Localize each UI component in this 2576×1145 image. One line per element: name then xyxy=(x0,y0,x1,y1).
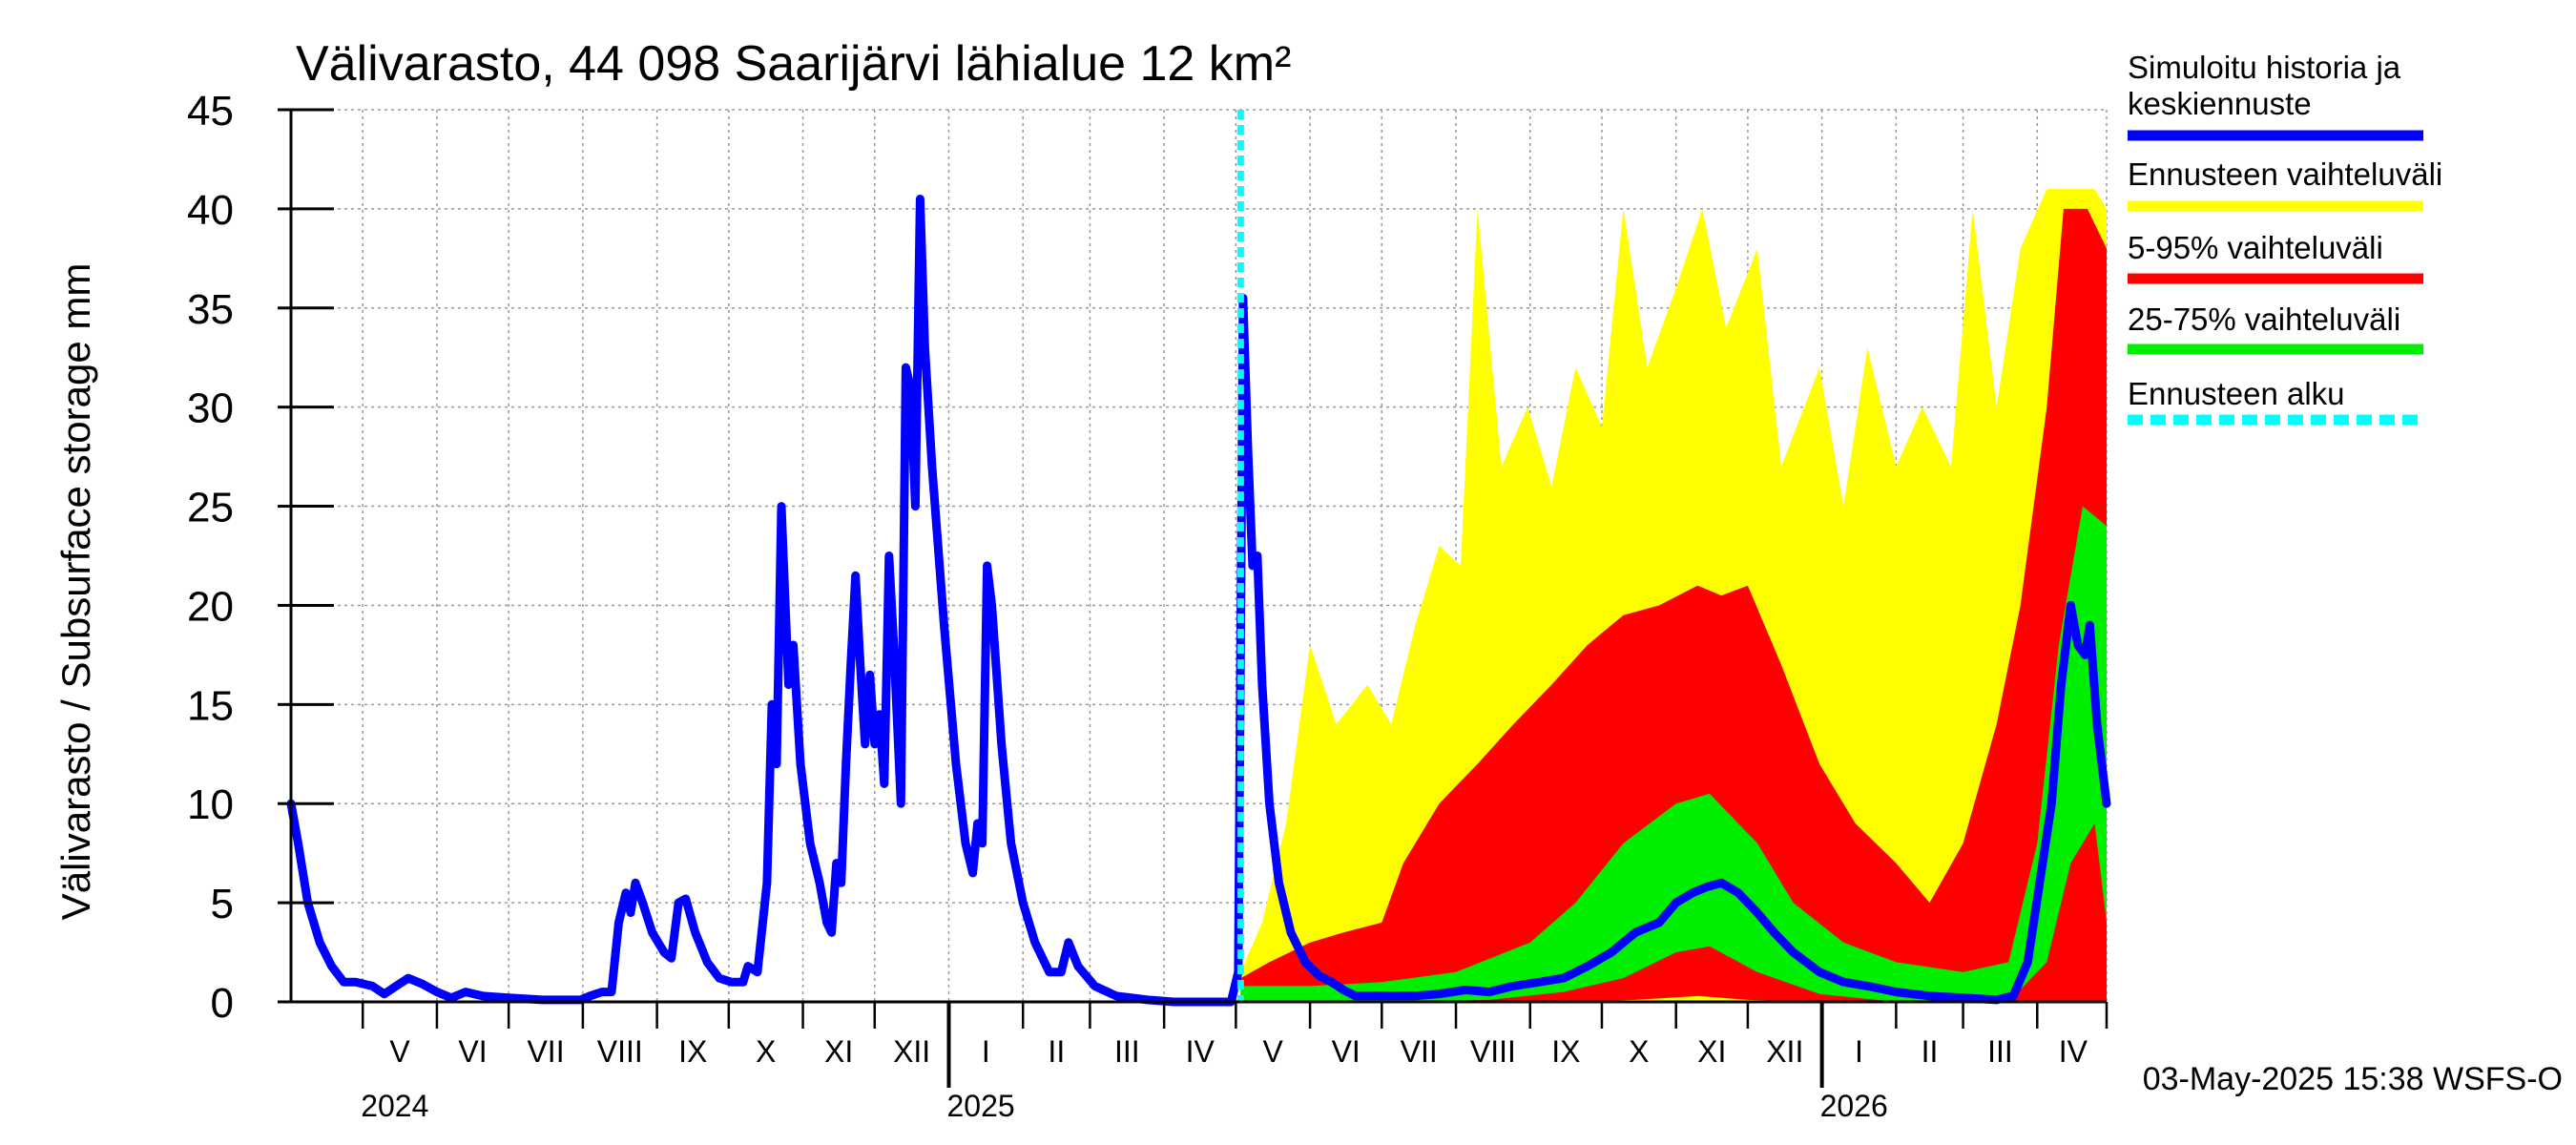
y-tick-label: 40 xyxy=(187,187,234,234)
x-tick-label: IX xyxy=(1551,1034,1580,1069)
x-tick-label: XII xyxy=(1766,1034,1803,1069)
x-tick-label: VIII xyxy=(1470,1034,1516,1069)
footer-timestamp: 03-May-2025 15:38 WSFS-O xyxy=(2143,1061,2563,1097)
legend-label: Ennusteen vaihteluväli xyxy=(2128,156,2442,192)
x-tick-label: VII xyxy=(527,1034,564,1069)
year-label: 2025 xyxy=(946,1089,1014,1123)
legend-label: Simuloitu historia ja xyxy=(2128,50,2401,85)
y-tick-label: 15 xyxy=(187,682,234,729)
x-tick-label: V xyxy=(1263,1034,1284,1069)
y-axis-label: Välivarasto / Subsurface storage mm xyxy=(53,263,98,921)
series-line-0 xyxy=(286,195,2111,1007)
x-tick-label: III xyxy=(1987,1034,2013,1069)
x-tick-label: X xyxy=(756,1034,776,1069)
year-label: 2024 xyxy=(361,1089,428,1123)
x-tick-label: II xyxy=(1922,1034,1939,1069)
y-tick-label: 20 xyxy=(187,583,234,630)
x-tick-label: IX xyxy=(678,1034,707,1069)
chart-title: Välivarasto, 44 098 Saarijärvi lähialue … xyxy=(296,36,1291,92)
x-tick-label: IV xyxy=(2059,1034,2088,1069)
band-1 xyxy=(1240,208,2107,1002)
y-tick-label: 0 xyxy=(211,980,234,1027)
y-tick-label: 5 xyxy=(211,881,234,927)
legend-label: 5-95% vaihteluväli xyxy=(2128,230,2383,265)
x-tick-label: V xyxy=(389,1034,410,1069)
legend-label: keskiennuste xyxy=(2128,86,2312,121)
x-tick-label: VI xyxy=(1332,1034,1361,1069)
year-label: 2026 xyxy=(1820,1089,1888,1123)
y-tick-label: 25 xyxy=(187,485,234,531)
x-tick-label: XII xyxy=(893,1034,930,1069)
x-tick-label: X xyxy=(1629,1034,1649,1069)
x-tick-label: IV xyxy=(1186,1034,1215,1069)
x-tick-label: VIII xyxy=(597,1034,643,1069)
x-tick-label: III xyxy=(1114,1034,1140,1069)
x-tick-label: XI xyxy=(1697,1034,1726,1069)
x-tick-label: I xyxy=(1855,1034,1863,1069)
y-tick-label: 10 xyxy=(187,781,234,828)
y-tick-label: 45 xyxy=(187,88,234,135)
legend-label: 25-75% vaihteluväli xyxy=(2128,302,2400,337)
x-tick-label: II xyxy=(1048,1034,1065,1069)
x-tick-label: I xyxy=(982,1034,990,1069)
legend-label: Ennusteen alku xyxy=(2128,376,2345,411)
x-tick-label: VI xyxy=(458,1034,487,1069)
y-tick-label: 35 xyxy=(187,286,234,333)
x-tick-label: VII xyxy=(1401,1034,1438,1069)
x-tick-label: XI xyxy=(824,1034,853,1069)
y-tick-label: 30 xyxy=(187,385,234,432)
